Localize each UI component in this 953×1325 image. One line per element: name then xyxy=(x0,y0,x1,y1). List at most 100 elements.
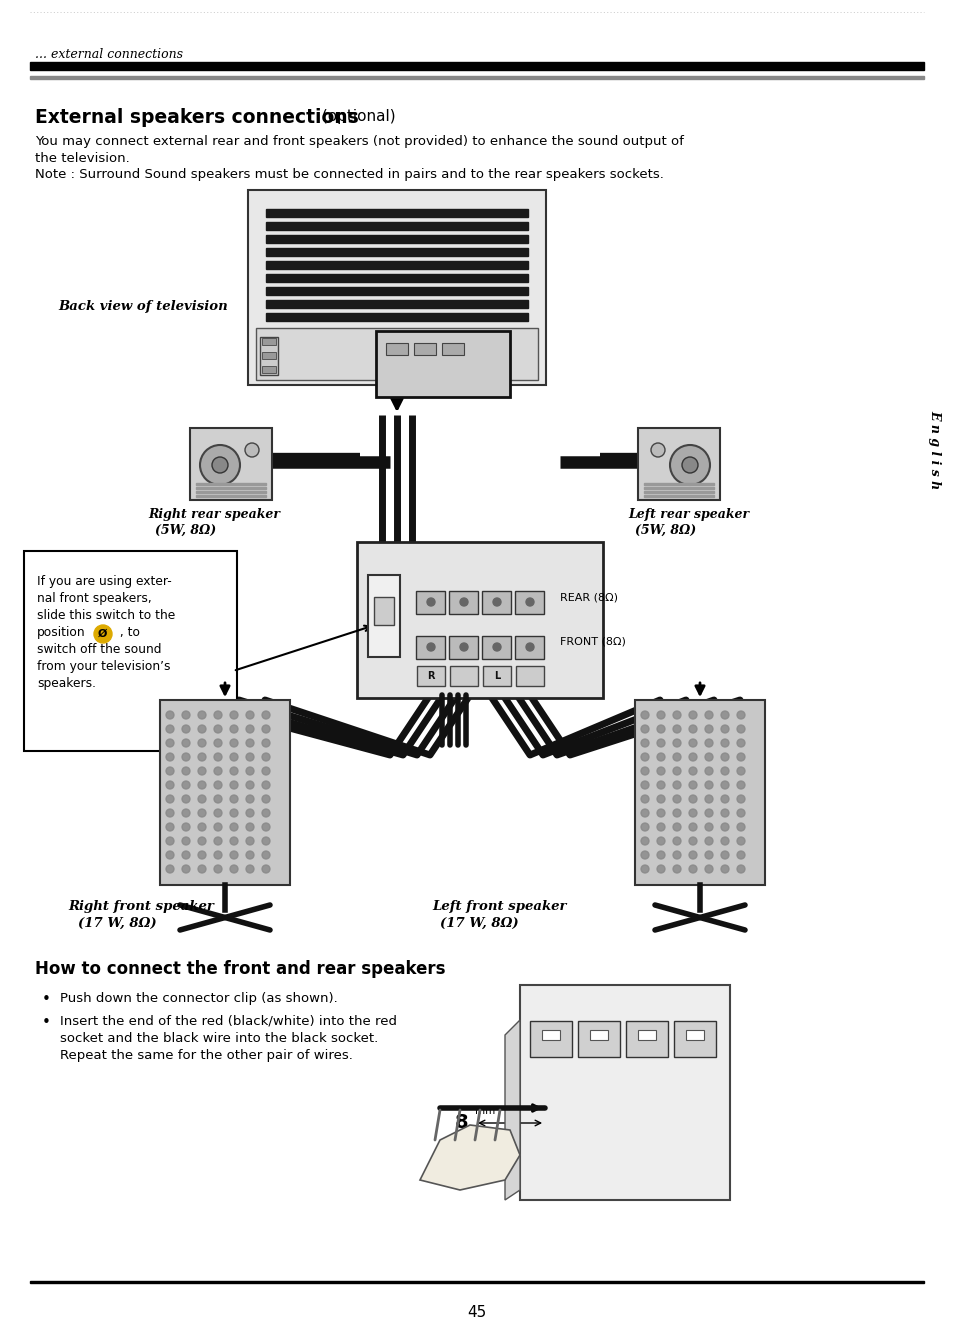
Circle shape xyxy=(230,795,237,803)
Circle shape xyxy=(182,865,190,873)
Text: Insert the end of the red (black/white) into the red: Insert the end of the red (black/white) … xyxy=(60,1015,396,1028)
Circle shape xyxy=(720,780,728,788)
Text: (17 W, 8Ω): (17 W, 8Ω) xyxy=(439,917,518,930)
Text: You may connect external rear and front speakers (not provided) to enhance the s: You may connect external rear and front … xyxy=(35,135,683,148)
Circle shape xyxy=(493,643,500,651)
Text: FRONT (8Ω): FRONT (8Ω) xyxy=(559,637,625,647)
Bar xyxy=(643,488,713,489)
Circle shape xyxy=(198,810,206,818)
Circle shape xyxy=(688,725,697,733)
FancyBboxPatch shape xyxy=(356,542,602,698)
Circle shape xyxy=(720,712,728,719)
Text: REAR (8Ω): REAR (8Ω) xyxy=(559,592,618,602)
Circle shape xyxy=(198,865,206,873)
Circle shape xyxy=(657,753,664,761)
Circle shape xyxy=(166,810,173,818)
Circle shape xyxy=(688,753,697,761)
Circle shape xyxy=(230,851,237,859)
Text: •: • xyxy=(42,992,51,1007)
FancyBboxPatch shape xyxy=(519,984,729,1200)
Circle shape xyxy=(688,767,697,775)
Circle shape xyxy=(704,767,712,775)
Circle shape xyxy=(198,739,206,747)
Circle shape xyxy=(213,780,222,788)
Circle shape xyxy=(166,725,173,733)
Circle shape xyxy=(198,851,206,859)
Circle shape xyxy=(657,780,664,788)
Circle shape xyxy=(182,725,190,733)
Circle shape xyxy=(672,712,680,719)
Circle shape xyxy=(427,598,435,606)
Circle shape xyxy=(182,795,190,803)
Circle shape xyxy=(737,780,744,788)
Circle shape xyxy=(720,753,728,761)
Text: Ø: Ø xyxy=(98,629,108,639)
Text: 45: 45 xyxy=(467,1305,486,1320)
Text: mm: mm xyxy=(475,1106,495,1116)
Circle shape xyxy=(672,851,680,859)
Circle shape xyxy=(213,823,222,831)
Circle shape xyxy=(213,739,222,747)
Text: Back view of television: Back view of television xyxy=(58,299,228,313)
Text: socket and the black wire into the black socket.: socket and the black wire into the black… xyxy=(60,1032,377,1045)
Circle shape xyxy=(720,810,728,818)
Circle shape xyxy=(182,712,190,719)
Circle shape xyxy=(427,643,435,651)
Text: How to connect the front and rear speakers: How to connect the front and rear speake… xyxy=(35,961,445,978)
Circle shape xyxy=(166,780,173,788)
Circle shape xyxy=(213,712,222,719)
Text: the television.: the television. xyxy=(35,152,130,166)
Circle shape xyxy=(525,643,534,651)
Circle shape xyxy=(166,739,173,747)
Text: (optional): (optional) xyxy=(316,109,395,125)
Text: (5W, 8Ω): (5W, 8Ω) xyxy=(635,523,696,537)
Circle shape xyxy=(672,823,680,831)
Bar xyxy=(30,62,923,70)
Circle shape xyxy=(525,598,534,606)
Circle shape xyxy=(182,753,190,761)
Text: , to: , to xyxy=(116,625,140,639)
Circle shape xyxy=(704,851,712,859)
Bar xyxy=(266,248,527,256)
Circle shape xyxy=(672,739,680,747)
Circle shape xyxy=(246,753,253,761)
Circle shape xyxy=(640,780,648,788)
Circle shape xyxy=(246,780,253,788)
FancyBboxPatch shape xyxy=(449,591,478,613)
Bar xyxy=(266,223,527,231)
Circle shape xyxy=(681,457,698,473)
Circle shape xyxy=(657,851,664,859)
FancyBboxPatch shape xyxy=(449,636,478,659)
Circle shape xyxy=(672,767,680,775)
Circle shape xyxy=(182,767,190,775)
Circle shape xyxy=(166,865,173,873)
Circle shape xyxy=(737,865,744,873)
Circle shape xyxy=(230,753,237,761)
Text: (17 W, 8Ω): (17 W, 8Ω) xyxy=(78,917,156,930)
Circle shape xyxy=(182,810,190,818)
Circle shape xyxy=(230,823,237,831)
Circle shape xyxy=(672,753,680,761)
Circle shape xyxy=(213,865,222,873)
Text: If you are using exter-: If you are using exter- xyxy=(37,575,172,588)
Circle shape xyxy=(704,810,712,818)
Bar xyxy=(266,235,527,242)
Circle shape xyxy=(262,865,270,873)
Circle shape xyxy=(688,739,697,747)
Circle shape xyxy=(245,443,258,457)
Circle shape xyxy=(182,837,190,845)
Bar xyxy=(30,76,923,80)
Circle shape xyxy=(182,739,190,747)
Text: Right front speaker: Right front speaker xyxy=(68,900,213,913)
Circle shape xyxy=(230,780,237,788)
Text: R: R xyxy=(427,670,435,681)
Circle shape xyxy=(246,725,253,733)
Circle shape xyxy=(262,823,270,831)
FancyBboxPatch shape xyxy=(190,428,272,500)
Text: External speakers connections: External speakers connections xyxy=(35,109,358,127)
Circle shape xyxy=(230,712,237,719)
Bar xyxy=(643,484,713,485)
Circle shape xyxy=(213,837,222,845)
Circle shape xyxy=(737,851,744,859)
Text: 8: 8 xyxy=(455,1113,468,1132)
